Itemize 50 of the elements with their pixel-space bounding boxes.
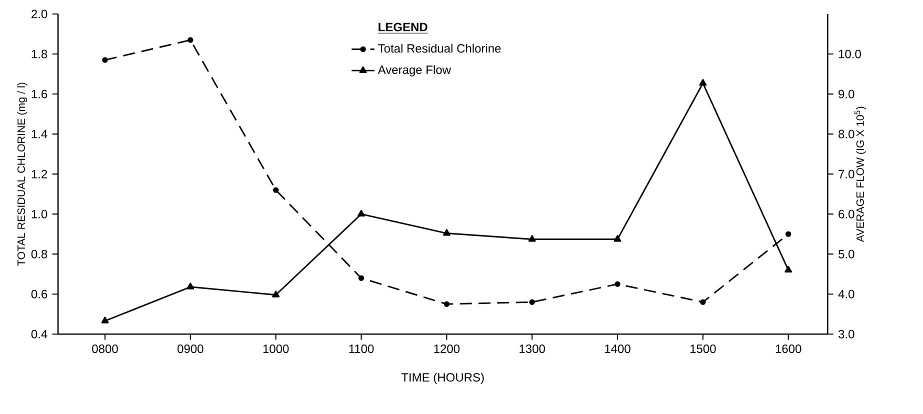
legend-label: Total Residual Chlorine [378, 44, 501, 53]
point [700, 299, 706, 305]
x-tick-label: 1100 [349, 344, 374, 353]
y2-axis-title: AVERAGE FLOW (IG X 10$^{5}$) [854, 106, 866, 242]
y2-tick-label: 6.0 [838, 210, 854, 218]
point [528, 235, 536, 242]
point [102, 57, 108, 63]
y2-tick-label: 3.0 [838, 330, 854, 338]
y-tick-label: 1.6 [32, 90, 48, 98]
y-tick-label: 1.2 [32, 170, 48, 178]
point [101, 316, 109, 324]
y2-tick-label: 8.0 [838, 130, 854, 138]
y2-tick-label: 10.0 [838, 50, 861, 58]
y2-tick-label: 7.0 [838, 170, 854, 178]
legend-title: LEGEND [378, 22, 428, 32]
point [614, 235, 622, 242]
y-tick-label: 0.8 [31, 250, 48, 258]
y-tick-label: 2.0 [32, 10, 48, 18]
point [785, 231, 792, 237]
point [186, 282, 194, 290]
point [699, 78, 707, 86]
y-tick-label: 0.4 [31, 330, 48, 338]
x-tick-label: 1200 [434, 344, 460, 353]
point [272, 290, 280, 298]
point [529, 299, 535, 305]
y-tick-label: 1.0 [32, 210, 48, 218]
legend-label: Average Flow [378, 65, 452, 76]
x-tick-label: 1000 [263, 344, 289, 353]
x-tick-label: 1600 [776, 344, 802, 353]
y2-tick-label: 4.0 [838, 290, 854, 298]
x-axis-title: TIME (HOURS) [401, 372, 484, 384]
point [614, 281, 620, 287]
x-tick-label: 0900 [178, 344, 204, 353]
y2-tick-label: 5.0 [838, 250, 854, 258]
point [784, 266, 792, 272]
point [442, 229, 450, 236]
y2-tick-label: 9.0 [838, 90, 854, 98]
y-tick-label: 1.4 [32, 130, 48, 138]
point [358, 210, 365, 216]
point [272, 187, 279, 193]
x-tick-label: 1300 [520, 344, 545, 353]
x-tick-label: 1400 [605, 344, 630, 353]
x-tick-label: 1500 [690, 344, 716, 353]
y-tick-label: 0.6 [31, 290, 48, 298]
y-tick-label: 1.8 [32, 50, 48, 58]
point [188, 37, 194, 43]
point [358, 275, 364, 281]
x-tick-label: 0800 [92, 344, 118, 353]
point [444, 301, 450, 307]
y-axis-title: TOTAL RESIDUAL CHLORINE (mg / l) [17, 82, 28, 266]
